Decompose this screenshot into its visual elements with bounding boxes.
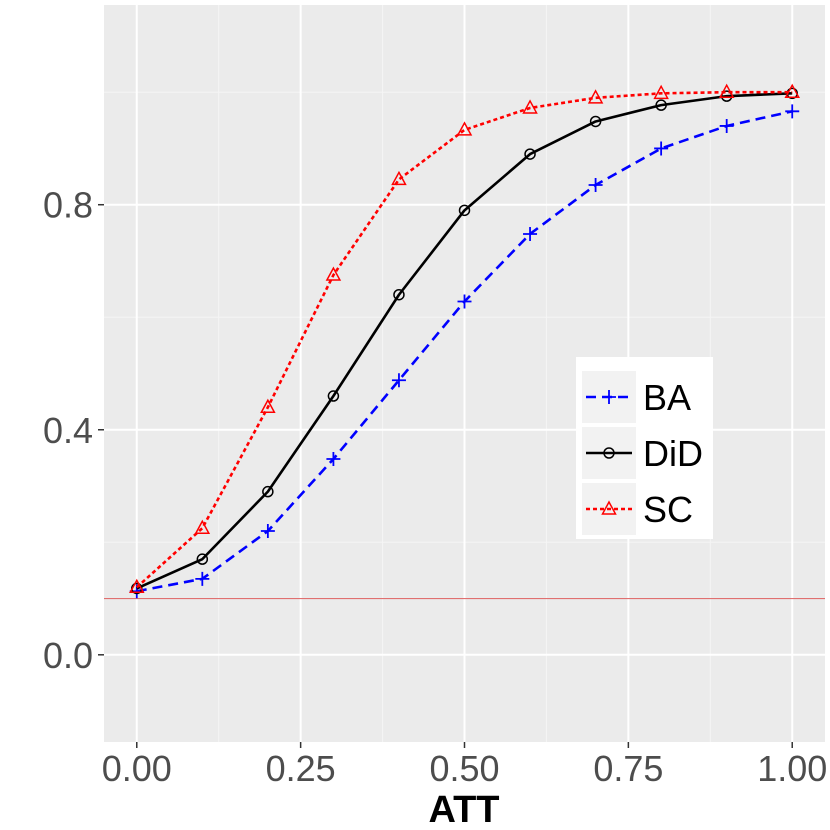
data-point-did [589, 115, 602, 128]
data-point-sc [784, 83, 800, 98]
data-point-did [720, 90, 733, 102]
legend-label-did: DiD [643, 433, 703, 474]
data-point-sc [325, 266, 342, 281]
data-point-sc [456, 121, 473, 136]
data-point-ba [326, 452, 341, 467]
data-point-did [524, 148, 536, 160]
data-point-ba [391, 373, 406, 388]
legend-marker-ba [602, 390, 616, 404]
legend-label-sc: SC [643, 489, 693, 530]
x-axis-title: ATT [428, 789, 499, 830]
data-point-sc [587, 89, 604, 104]
series-line-sc [135, 90, 793, 589]
data-point-ba [523, 226, 538, 241]
x-tick-label: 0.50 [429, 748, 499, 789]
data-point-ba [654, 141, 669, 156]
series-layer [129, 83, 800, 599]
legend-marker-did [603, 447, 615, 459]
series-ba [129, 104, 800, 599]
data-point-ba [785, 104, 800, 119]
data-point-sc [653, 84, 669, 100]
y-tick-label: 0.0 [43, 635, 93, 676]
y-tick-label: 0.8 [43, 185, 93, 226]
x-tick-label: 0.75 [593, 748, 663, 789]
data-point-sc [718, 83, 735, 98]
series-did [131, 87, 798, 595]
data-point-sc [260, 398, 276, 414]
series-line-did [136, 92, 793, 590]
x-tick-label: 0.25 [266, 748, 336, 789]
data-point-ba [260, 524, 275, 539]
data-point-sc [522, 99, 538, 114]
axis-ticks: 0.00 0.25 0.50 0.75 1.00 0.0 0.4 0.8 [43, 185, 827, 789]
data-point-did [655, 99, 667, 111]
data-point-did [393, 288, 405, 301]
data-point-sc [194, 519, 211, 534]
data-point-did [327, 390, 340, 402]
series-sc [129, 83, 800, 594]
data-point-ba [719, 118, 734, 133]
legend-marker-sc [601, 500, 617, 515]
data-point-did [262, 485, 274, 498]
y-tick-label: 0.4 [43, 410, 93, 451]
data-point-did [196, 553, 209, 565]
legend: BA DiD SC [576, 357, 713, 539]
data-point-sc [129, 578, 145, 594]
data-point-sc [391, 170, 407, 186]
legend-label-ba: BA [643, 377, 691, 418]
data-point-did [458, 204, 471, 217]
data-point-ba [588, 178, 603, 193]
x-tick-label: 0.00 [102, 748, 172, 789]
data-point-ba [195, 571, 210, 586]
x-tick-label: 1.00 [757, 748, 827, 789]
data-point-ba [457, 294, 472, 309]
